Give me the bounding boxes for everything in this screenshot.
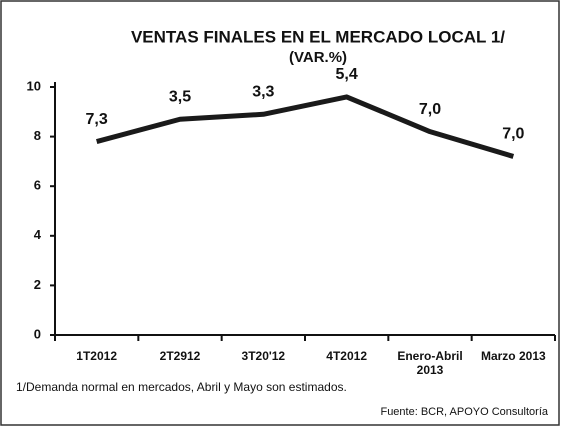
y-tick-label: 2 [34, 277, 41, 292]
y-tick-label: 0 [34, 326, 41, 341]
x-tick-label: 4T2012 [326, 349, 367, 363]
annotation: 7,3 [86, 111, 108, 128]
y-tick-label: 8 [34, 128, 41, 143]
x-tick-label: Enero-Abril 2013 [397, 349, 463, 377]
x-tick-label: 1T2012 [76, 349, 117, 363]
y-tick-label: 10 [27, 78, 41, 93]
chart-subtitle: (VAR.%) [289, 49, 347, 66]
y-tick-label: 6 [34, 178, 41, 193]
annotation: 7,0 [502, 126, 524, 143]
chart-title: VENTAS FINALES EN EL MERCADO LOCAL 1/ [131, 27, 505, 46]
x-tick-label: Marzo 2013 [480, 349, 546, 363]
annotation: 3,5 [169, 88, 191, 105]
annotation: 3,3 [252, 83, 274, 100]
line [96, 94, 515, 159]
annotation: 7,0 [419, 101, 441, 118]
x-tick-label: 3T20'12 [241, 349, 286, 363]
x-tick-label: 2T2912 [159, 349, 201, 363]
footnote: 1/Demanda normal en mercados, Abril y Ma… [16, 380, 347, 394]
y-tick-label: 4 [34, 227, 42, 242]
source: Fuente: BCR, APOYO Consultoría [380, 406, 548, 418]
annotation: 5,4 [336, 66, 358, 83]
